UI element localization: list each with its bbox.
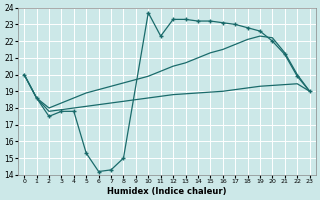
X-axis label: Humidex (Indice chaleur): Humidex (Indice chaleur): [107, 187, 227, 196]
